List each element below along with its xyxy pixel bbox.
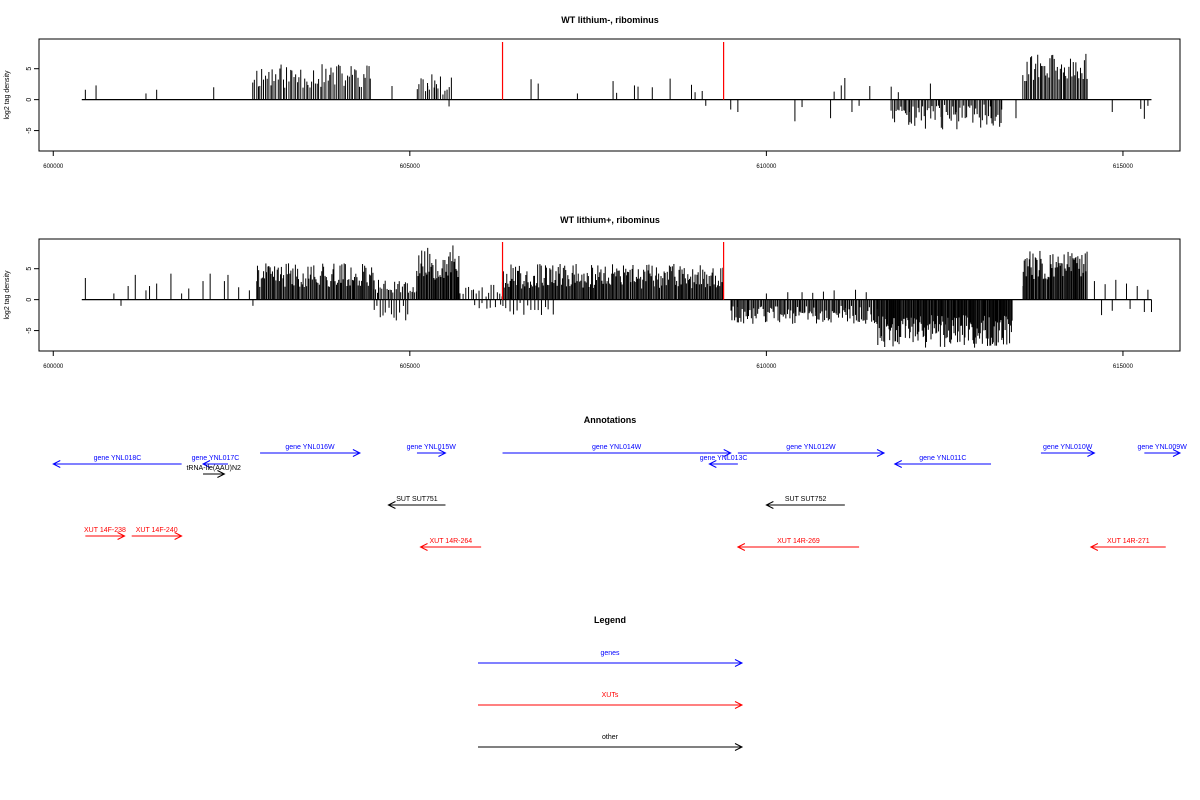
arrow-head-icon xyxy=(1089,543,1099,551)
x-tick-label: 600000 xyxy=(43,364,64,370)
arrow-head-icon xyxy=(736,543,746,551)
arrow-head-icon xyxy=(419,543,428,551)
legend-label: other xyxy=(602,734,619,741)
feature-label: XUT 14R-264 xyxy=(429,538,472,545)
feature-label: XUT 14F-238 xyxy=(84,527,126,534)
annotation-track: Annotations gene YNL018C gene YNL017C tRNA… xyxy=(52,415,1188,551)
feature-xut-14r-264: XUT 14R-264 xyxy=(419,538,482,551)
arrow-head-icon xyxy=(217,470,226,478)
feature-xut-14r-271: XUT 14R-271 xyxy=(1089,538,1166,551)
feature-gene-ynl014w: gene YNL014W xyxy=(502,444,732,457)
legend-label: genes xyxy=(600,650,620,657)
feature-gene-ynl017c: gene YNL017C xyxy=(192,455,240,468)
x-tick-label: 610000 xyxy=(756,364,777,370)
coverage-panel-lithium-minus: WT lithium-, ribominus log2 tag density … xyxy=(4,15,1181,170)
legend-entry-other: other xyxy=(478,734,744,751)
feature-label: gene YNL011C xyxy=(919,455,966,462)
feature-gene-ynl010w: gene YNL010W xyxy=(1040,444,1096,457)
x-tick-label: 600000 xyxy=(43,164,64,170)
feature-label: gene YNL017C xyxy=(192,455,240,462)
feature-label: gene YNL013C xyxy=(700,455,748,462)
feature-gene-ynl015w: gene YNL015W xyxy=(407,444,457,457)
legend-entry-gene: genes xyxy=(478,650,744,667)
x-tick-label: 610000 xyxy=(756,164,777,170)
arrow-head-icon xyxy=(1172,449,1182,457)
feature-trna-ile-aau-n2: tRNA-Ile(AAU)N2 xyxy=(186,465,241,478)
panel-title: WT lithium+, ribominus xyxy=(560,215,660,225)
legend-label: XUTs xyxy=(602,692,619,699)
y-tick-label: 5 xyxy=(26,67,33,71)
arrow-head-icon xyxy=(1087,449,1096,457)
feature-label: XUT 14R-271 xyxy=(1107,538,1150,545)
feature-label: XUT 14F-240 xyxy=(136,527,178,534)
y-tick-label: 0 xyxy=(26,298,33,302)
feature-label: SUT SUT752 xyxy=(785,496,827,503)
coverage-bars xyxy=(81,242,1152,348)
arrow-head-icon xyxy=(876,449,886,457)
arrow-head-icon xyxy=(117,532,126,540)
feature-gene-ynl011c: gene YNL011C xyxy=(893,455,992,468)
feature-gene-ynl018c: gene YNL018C xyxy=(52,455,182,468)
legend-title: Legend xyxy=(594,615,626,625)
arrow-head-icon xyxy=(734,659,744,667)
axes: 600000 605000 610000 615000 5 0 -5 xyxy=(26,67,1134,170)
arrow-head-icon xyxy=(765,501,774,509)
arrow-head-icon xyxy=(174,532,183,540)
x-tick-label: 615000 xyxy=(1113,364,1134,370)
feature-xut-14f-238: XUT 14F-238 xyxy=(84,527,126,540)
arrow-head-icon xyxy=(201,460,211,468)
feature-sut-sut752: SUT SUT752 xyxy=(765,496,845,509)
feature-gene-ynl016w: gene YNL016W xyxy=(260,444,362,457)
axes: 600000 605000 610000 615000 5 0 -5 xyxy=(26,267,1134,370)
feature-label: SUT SUT751 xyxy=(396,496,438,503)
coverage-panel-lithium-plus: WT lithium+, ribominus log2 tag density … xyxy=(4,215,1181,370)
annotation-features: gene YNL018C gene YNL017C tRNA-Ile(AAU)N2 g… xyxy=(52,444,1188,551)
annotations-title: Annotations xyxy=(584,415,637,425)
arrow-head-icon xyxy=(708,460,717,468)
feature-sut-sut751: SUT SUT751 xyxy=(387,496,446,509)
feature-gene-ynl009w: gene YNL009W xyxy=(1138,444,1188,457)
arrow-head-icon xyxy=(352,449,362,457)
panel-title: WT lithium-, ribominus xyxy=(561,15,659,25)
x-tick-label: 615000 xyxy=(1113,164,1134,170)
legend-entry-xut: XUTs xyxy=(478,692,744,709)
x-tick-label: 605000 xyxy=(400,364,421,370)
x-tick-label: 605000 xyxy=(400,164,421,170)
y-axis-label: log2 tag density xyxy=(4,270,11,320)
feature-xut-14f-240: XUT 14F-240 xyxy=(131,527,183,540)
feature-xut-14r-269: XUT 14R-269 xyxy=(736,538,860,551)
arrow-head-icon xyxy=(438,449,447,457)
feature-label: gene YNL014W xyxy=(592,444,642,451)
feature-gene-ynl012w: gene YNL012W xyxy=(737,444,886,457)
coverage-bars xyxy=(81,42,1152,130)
y-tick-label: -5 xyxy=(26,127,33,133)
y-tick-label: 0 xyxy=(26,98,33,102)
arrow-head-icon xyxy=(723,449,732,457)
arrow-head-icon xyxy=(734,743,744,751)
legend: Legend genes XUTs other xyxy=(478,615,744,751)
feature-gene-ynl013c: gene YNL013C xyxy=(700,455,748,468)
plot-frame xyxy=(38,38,1181,152)
arrow-head-icon xyxy=(893,460,902,468)
y-tick-label: -5 xyxy=(26,327,33,333)
arrow-head-icon xyxy=(387,501,396,509)
arrow-head-icon xyxy=(734,701,744,709)
feature-label: gene YNL012W xyxy=(786,444,836,451)
feature-label: gene YNL009W xyxy=(1138,444,1188,451)
feature-label: gene YNL010W xyxy=(1043,444,1093,451)
y-axis-label: log2 tag density xyxy=(4,70,11,120)
y-tick-label: 5 xyxy=(26,267,33,271)
feature-label: tRNA-Ile(AAU)N2 xyxy=(186,465,241,472)
feature-label: XUT 14R-269 xyxy=(777,538,820,545)
arrow-head-icon xyxy=(52,460,61,468)
feature-label: gene YNL016W xyxy=(285,444,335,451)
legend-entries: genes XUTs other xyxy=(478,650,744,751)
feature-label: gene YNL018C xyxy=(94,455,142,462)
feature-label: gene YNL015W xyxy=(407,444,457,451)
